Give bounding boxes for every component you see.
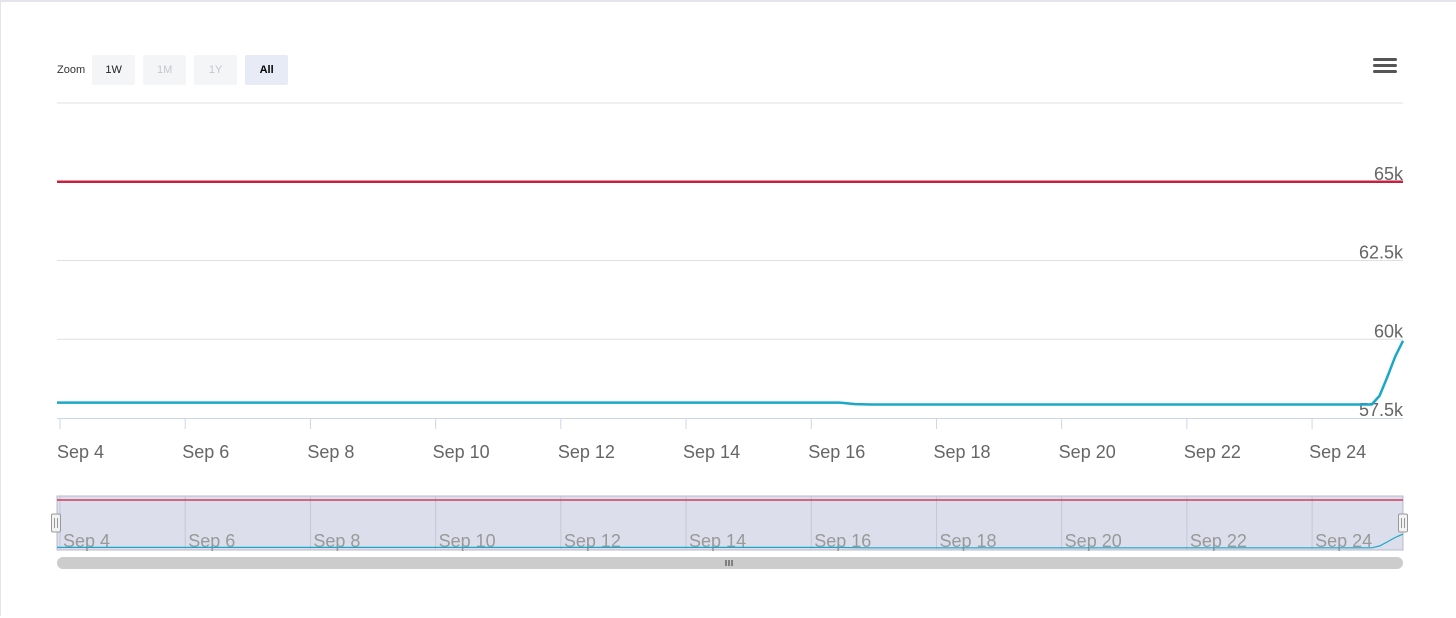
series-lines [57, 180, 1405, 406]
zoom-1w-button[interactable]: 1W [92, 55, 136, 85]
grid-lines [57, 181, 1403, 340]
x-tick-label: Sep 14 [683, 442, 740, 462]
x-axis-labels: Sep 4 Sep 6 Sep 8 Sep 10 Sep 12 Sep 14 Sep 16 S… [57, 442, 1366, 462]
navigator-handle-right[interactable] [1398, 513, 1408, 533]
y-tick-label: 65k [1374, 164, 1404, 184]
navigator-series [57, 499, 1404, 549]
series-line-1 [57, 340, 1405, 406]
navigator-tick-label: Sep 24 [1315, 531, 1372, 551]
navigator-tick-label: Sep 10 [439, 531, 496, 551]
x-tick-label: Sep 4 [57, 442, 104, 462]
x-axis-ticks [59, 418, 1313, 429]
navigator-tick-label: Sep 6 [188, 531, 235, 551]
x-tick-label: Sep 20 [1059, 442, 1116, 462]
navigator-tick-label: Sep 18 [939, 531, 996, 551]
x-tick-label: Sep 22 [1184, 442, 1241, 462]
zoom-1y-button[interactable]: 1Y [194, 55, 238, 85]
x-tick-label: Sep 24 [1309, 442, 1366, 462]
navigator-labels: Sep 4 Sep 6 Sep 8 Sep 10 Sep 12 Sep 14 Sep 16 S… [63, 531, 1372, 551]
navigator-tick-label: Sep 14 [689, 531, 746, 551]
zoom-all-button[interactable]: All [245, 55, 289, 85]
navigator-handle-left[interactable] [51, 513, 61, 533]
navigator[interactable]: Sep 4 Sep 6 Sep 8 Sep 10 Sep 12 Sep 14 Sep 16 S… [51, 495, 1408, 551]
navigator-series-line-1 [57, 533, 1404, 549]
x-tick-label: Sep 16 [808, 442, 865, 462]
y-tick-label: 57.5k [1359, 400, 1404, 420]
hamburger-menu-icon[interactable] [1369, 55, 1401, 81]
x-tick-label: Sep 10 [433, 442, 490, 462]
x-tick-label: Sep 18 [933, 442, 990, 462]
navigator-tick-label: Sep 16 [814, 531, 871, 551]
navigator-tick-label: Sep 22 [1190, 531, 1247, 551]
scrollbar[interactable] [57, 557, 1403, 569]
range-selector: Zoom 1W 1M 1Y All [57, 55, 296, 85]
navigator-mask[interactable] [56, 495, 1404, 551]
zoom-1m-button[interactable]: 1M [143, 55, 187, 85]
y-tick-label: 62.5k [1359, 243, 1404, 263]
x-tick-label: Sep 6 [182, 442, 229, 462]
navigator-tick-label: Sep 12 [564, 531, 621, 551]
navigator-tick-label: Sep 20 [1065, 531, 1122, 551]
navigator-tick-label: Sep 8 [313, 531, 360, 551]
scrollbar-thumb[interactable] [57, 557, 1403, 569]
navigator-tick-label: Sep 4 [63, 531, 110, 551]
y-tick-label: 60k [1374, 321, 1404, 341]
zoom-label: Zoom [57, 64, 86, 76]
x-tick-label: Sep 8 [307, 442, 354, 462]
x-tick-label: Sep 12 [558, 442, 615, 462]
y-axis-labels: 57.5k 60k 62.5k 65k [1359, 164, 1404, 420]
